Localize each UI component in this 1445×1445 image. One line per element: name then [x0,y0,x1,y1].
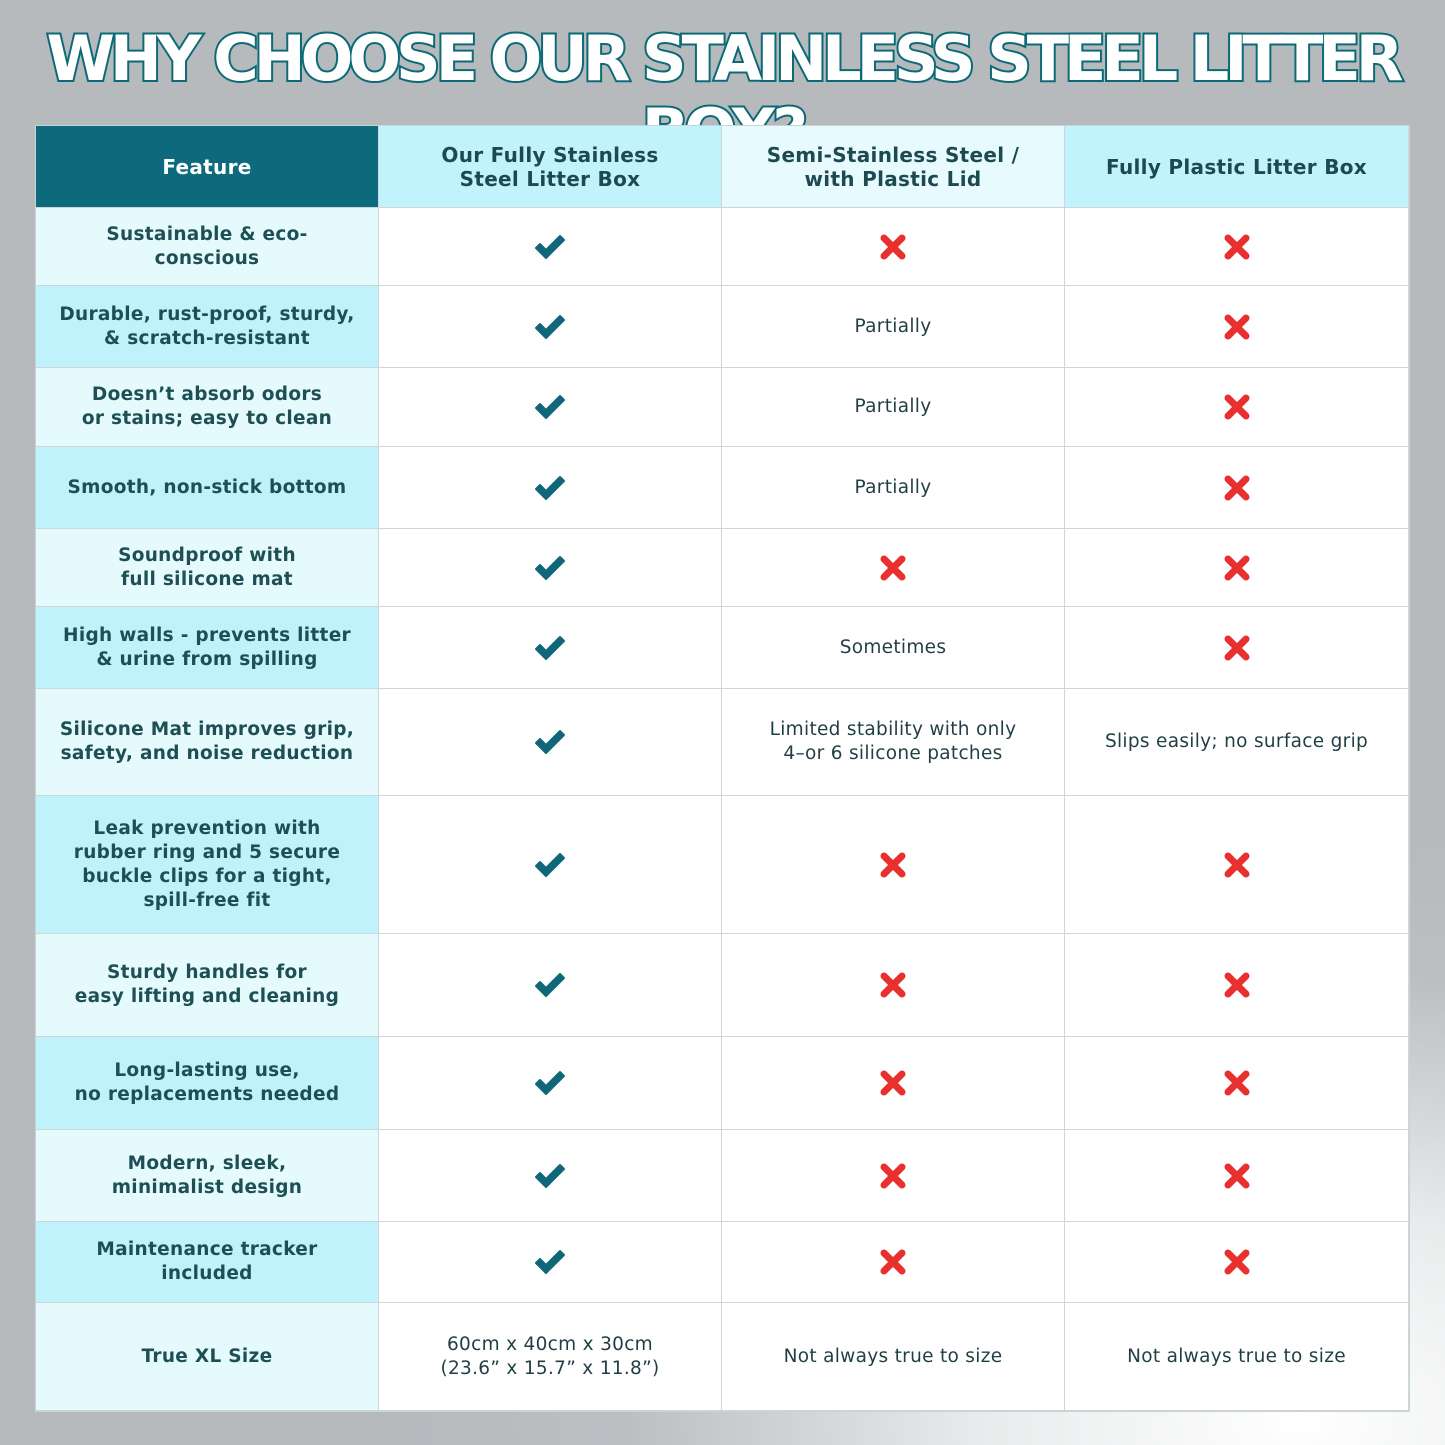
check-icon [379,689,722,796]
cell-text: Partially [722,368,1065,447]
cross-icon [1065,1037,1409,1130]
cell-text: Not always true to size [722,1303,1065,1411]
cross-icon [722,1037,1065,1130]
header-fully-plastic: Fully Plastic Litter Box [1065,126,1409,208]
header-semi-stainless: Semi-Stainless Steel / with Plastic Lid [722,126,1065,208]
check-icon [379,1222,722,1303]
comparison-table: Feature Our Fully Stainless Steel Litter … [35,125,1410,1412]
check-icon [379,607,722,689]
feature-label: Leak prevention with rubber ring and 5 s… [36,796,379,934]
check-icon [379,286,722,368]
cross-icon [1065,368,1409,447]
feature-label: Maintenance tracker included [36,1222,379,1303]
cross-icon [722,1222,1065,1303]
cross-icon [1065,286,1409,368]
feature-label: Modern, sleek, minimalist design [36,1130,379,1222]
feature-label: Long-lasting use, no replacements needed [36,1037,379,1130]
cell-text: Sometimes [722,607,1065,689]
cell-text: Partially [722,286,1065,368]
cross-icon [722,529,1065,607]
check-icon [379,208,722,286]
feature-label: High walls - prevents litter & urine fro… [36,607,379,689]
check-icon [379,1037,722,1130]
check-icon [379,447,722,529]
cross-icon [722,208,1065,286]
cell-text: Partially [722,447,1065,529]
header-feature: Feature [36,126,379,208]
cell-text: Limited stability with only 4–or 6 silic… [722,689,1065,796]
cross-icon [1065,796,1409,934]
cell-text: Not always true to size [1065,1303,1409,1411]
cross-icon [1065,1222,1409,1303]
check-icon [379,796,722,934]
cell-text: 60cm x 40cm x 30cm (23.6” x 15.7” x 11.8… [379,1303,722,1411]
cell-text: Slips easily; no surface grip [1065,689,1409,796]
feature-label: Sturdy handles for easy lifting and clea… [36,934,379,1037]
cross-icon [1065,208,1409,286]
cross-icon [1065,447,1409,529]
cross-icon [722,796,1065,934]
feature-label: Durable, rust-proof, sturdy, & scratch-r… [36,286,379,368]
cross-icon [1065,529,1409,607]
feature-label: Silicone Mat improves grip, safety, and … [36,689,379,796]
check-icon [379,368,722,447]
check-icon [379,529,722,607]
feature-label: Sustainable & eco-conscious [36,208,379,286]
feature-label: True XL Size [36,1303,379,1411]
cross-icon [1065,934,1409,1037]
header-our-steel-box: Our Fully Stainless Steel Litter Box [379,126,722,208]
cross-icon [722,1130,1065,1222]
feature-label: Doesn’t absorb odors or stains; easy to … [36,368,379,447]
feature-label: Soundproof with full silicone mat [36,529,379,607]
cross-icon [1065,1130,1409,1222]
cross-icon [1065,607,1409,689]
check-icon [379,1130,722,1222]
feature-label: Smooth, non-stick bottom [36,447,379,529]
check-icon [379,934,722,1037]
cross-icon [722,934,1065,1037]
